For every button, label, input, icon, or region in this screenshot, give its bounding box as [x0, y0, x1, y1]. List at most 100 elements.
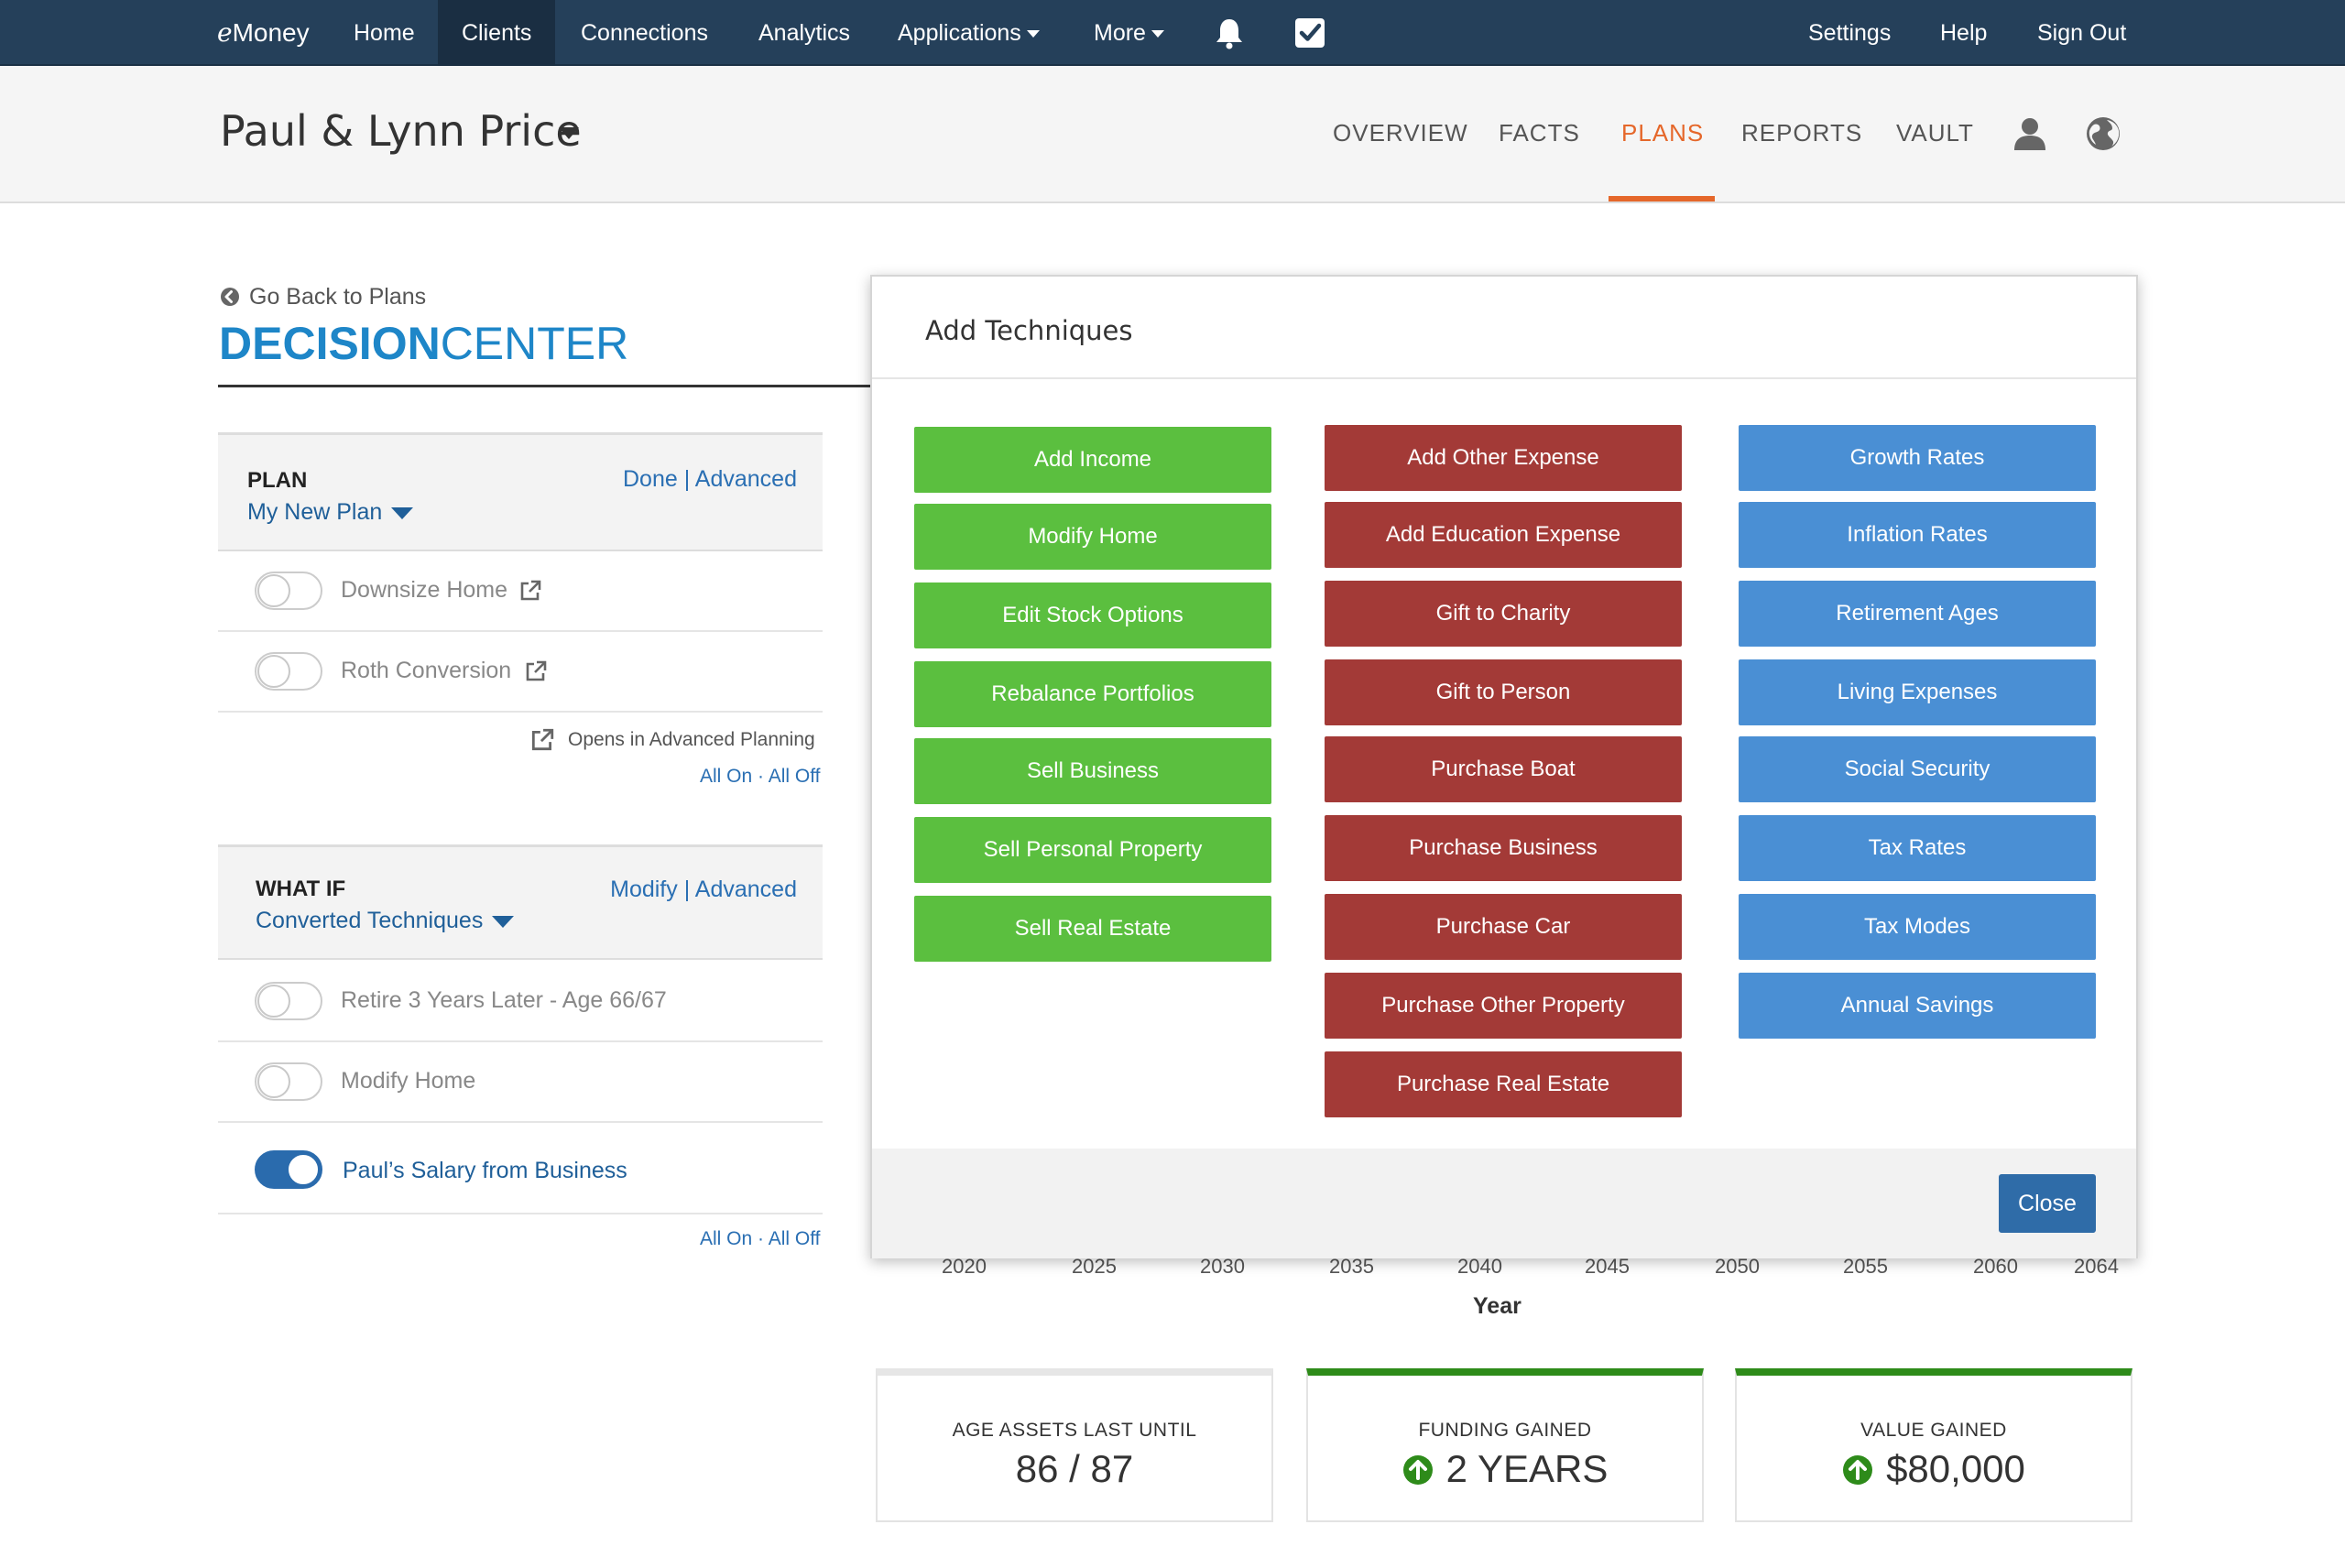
stat-label: FUNDING GAINED: [1418, 1420, 1592, 1441]
purchase-real-estate-button[interactable]: Purchase Real Estate: [1325, 1051, 1682, 1117]
downsize-home-toggle[interactable]: [255, 572, 322, 610]
purchase-car-button[interactable]: Purchase Car: [1325, 894, 1682, 960]
stat-value: 86 / 87: [1015, 1447, 1134, 1490]
all-off-link[interactable]: All Off: [768, 766, 821, 787]
all-on-link[interactable]: All On: [700, 1228, 753, 1249]
nav-sign-out[interactable]: Sign Out: [2037, 20, 2127, 46]
external-link-icon[interactable]: [524, 659, 548, 683]
arrow-up-icon: [1402, 1455, 1433, 1485]
tab-overview[interactable]: OVERVIEW: [1333, 119, 1468, 147]
tax-modes-button[interactable]: Tax Modes: [1739, 894, 2096, 960]
link-separator: |: [683, 877, 691, 902]
annual-savings-button[interactable]: Annual Savings: [1739, 973, 2096, 1039]
add-education-expense-button[interactable]: Add Education Expense: [1325, 502, 1682, 568]
plan-label: PLAN: [247, 468, 308, 493]
age-assets-card: AGE ASSETS LAST UNTIL 86 / 87: [876, 1368, 1273, 1522]
list-item: Roth Conversion: [218, 632, 823, 713]
x-tick-label: 2064: [2074, 1255, 2119, 1278]
x-tick-label: 2030: [1200, 1255, 1245, 1278]
go-back-link[interactable]: Go Back to Plans: [249, 284, 427, 310]
stat-label: AGE ASSETS LAST UNTIL: [952, 1420, 1197, 1441]
list-item: Downsize Home: [218, 551, 823, 632]
sell-business-button[interactable]: Sell Business: [914, 738, 1271, 804]
tab-facts[interactable]: FACTS: [1499, 119, 1580, 147]
x-tick-label: 2050: [1715, 1255, 1760, 1278]
external-link-icon[interactable]: [518, 579, 542, 603]
tax-rates-button[interactable]: Tax Rates: [1739, 815, 2096, 881]
emoney-logo[interactable]: eMoney: [217, 17, 310, 48]
all-off-link[interactable]: All Off: [768, 1228, 821, 1249]
plan-selector[interactable]: My New Plan: [247, 499, 414, 526]
back-arrow-icon[interactable]: [220, 287, 240, 307]
pauls-salary-toggle[interactable]: [255, 1150, 322, 1189]
nav-clients[interactable]: Clients: [438, 0, 556, 66]
inflation-rates-button[interactable]: Inflation Rates: [1739, 502, 2096, 568]
nav-more[interactable]: More: [1070, 0, 1188, 66]
living-expenses-button[interactable]: Living Expenses: [1739, 659, 2096, 725]
all-on-link[interactable]: All On: [700, 766, 753, 787]
chevron-down-icon[interactable]: [559, 127, 579, 139]
close-button[interactable]: Close: [1999, 1174, 2096, 1233]
technique-label: Roth Conversion: [341, 658, 512, 683]
tab-plans[interactable]: PLANS: [1621, 119, 1705, 147]
done-link[interactable]: Done: [623, 466, 678, 492]
purchase-boat-button[interactable]: Purchase Boat: [1325, 736, 1682, 802]
retirement-ages-button[interactable]: Retirement Ages: [1739, 581, 2096, 647]
sell-personal-property-button[interactable]: Sell Personal Property: [914, 817, 1271, 883]
globe-icon[interactable]: [2085, 115, 2121, 152]
arrow-up-icon: [1843, 1455, 1873, 1485]
chevron-down-icon: [492, 915, 515, 928]
advanced-link[interactable]: Advanced: [694, 877, 797, 902]
tab-reports[interactable]: REPORTS: [1741, 119, 1863, 147]
purchase-other-property-button[interactable]: Purchase Other Property: [1325, 973, 1682, 1039]
modify-link[interactable]: Modify: [610, 877, 678, 902]
gift-to-person-button[interactable]: Gift to Person: [1325, 659, 1682, 725]
list-item: Retire 3 Years Later - Age 66/67: [218, 962, 823, 1042]
rebalance-portfolios-button[interactable]: Rebalance Portfolios: [914, 661, 1271, 727]
add-techniques-modal: Add Techniques Add Income Modify Home Ed…: [870, 275, 2138, 1258]
roth-conversion-toggle[interactable]: [255, 652, 322, 691]
whatif-selector[interactable]: Converted Techniques: [256, 908, 515, 934]
tab-vault[interactable]: VAULT: [1896, 119, 1974, 147]
retire-later-toggle[interactable]: [255, 982, 322, 1020]
technique-label: Downsize Home: [341, 577, 508, 603]
advanced-link[interactable]: Advanced: [694, 466, 797, 492]
x-tick-label: 2040: [1457, 1255, 1502, 1278]
growth-rates-button[interactable]: Growth Rates: [1739, 425, 2096, 491]
nav-analytics[interactable]: Analytics: [758, 20, 851, 46]
nav-connections[interactable]: Connections: [581, 20, 708, 46]
add-other-expense-button[interactable]: Add Other Expense: [1325, 425, 1682, 491]
whatif-label: WHAT IF: [256, 877, 346, 901]
nav-home[interactable]: Home: [354, 20, 415, 46]
x-tick-label: 2025: [1072, 1255, 1117, 1278]
plan-links: Done | Advanced: [623, 466, 797, 493]
client-name[interactable]: Paul & Lynn Price: [220, 106, 582, 156]
page-title: DECISIONCENTER: [219, 318, 629, 369]
user-icon[interactable]: [2012, 115, 2048, 152]
nav-applications[interactable]: Applications: [874, 0, 1063, 66]
stat-value: $80,000: [1886, 1447, 2025, 1490]
modify-home-button[interactable]: Modify Home: [914, 504, 1271, 570]
checkbox-icon[interactable]: [1293, 16, 1326, 49]
modify-home-toggle[interactable]: [255, 1062, 322, 1101]
bell-icon[interactable]: [1213, 16, 1246, 49]
title-divider: [218, 385, 874, 387]
value-gained-card: VALUE GAINED $80,000: [1735, 1368, 2132, 1522]
sell-real-estate-button[interactable]: Sell Real Estate: [914, 896, 1271, 962]
modal-title: Add Techniques: [925, 315, 1133, 346]
nav-help[interactable]: Help: [1940, 20, 1988, 46]
client-header: Paul & Lynn Price OVERVIEW FACTS PLANS R…: [0, 66, 2345, 203]
edit-stock-options-button[interactable]: Edit Stock Options: [914, 583, 1271, 648]
add-income-button[interactable]: Add Income: [914, 427, 1271, 493]
nav-settings[interactable]: Settings: [1808, 20, 1892, 46]
funding-gained-card: FUNDING GAINED 2 YEARS: [1306, 1368, 1704, 1522]
dot-separator: ·: [758, 766, 765, 787]
chevron-down-icon: [391, 506, 414, 519]
stat-value-row: $80,000: [1737, 1447, 2131, 1491]
x-tick-label: 2045: [1585, 1255, 1630, 1278]
social-security-button[interactable]: Social Security: [1739, 736, 2096, 802]
purchase-business-button[interactable]: Purchase Business: [1325, 815, 1682, 881]
gift-to-charity-button[interactable]: Gift to Charity: [1325, 581, 1682, 647]
whatif-links: Modify | Advanced: [610, 877, 797, 903]
whatif-all-toggle: All On · All Off: [700, 1228, 821, 1250]
